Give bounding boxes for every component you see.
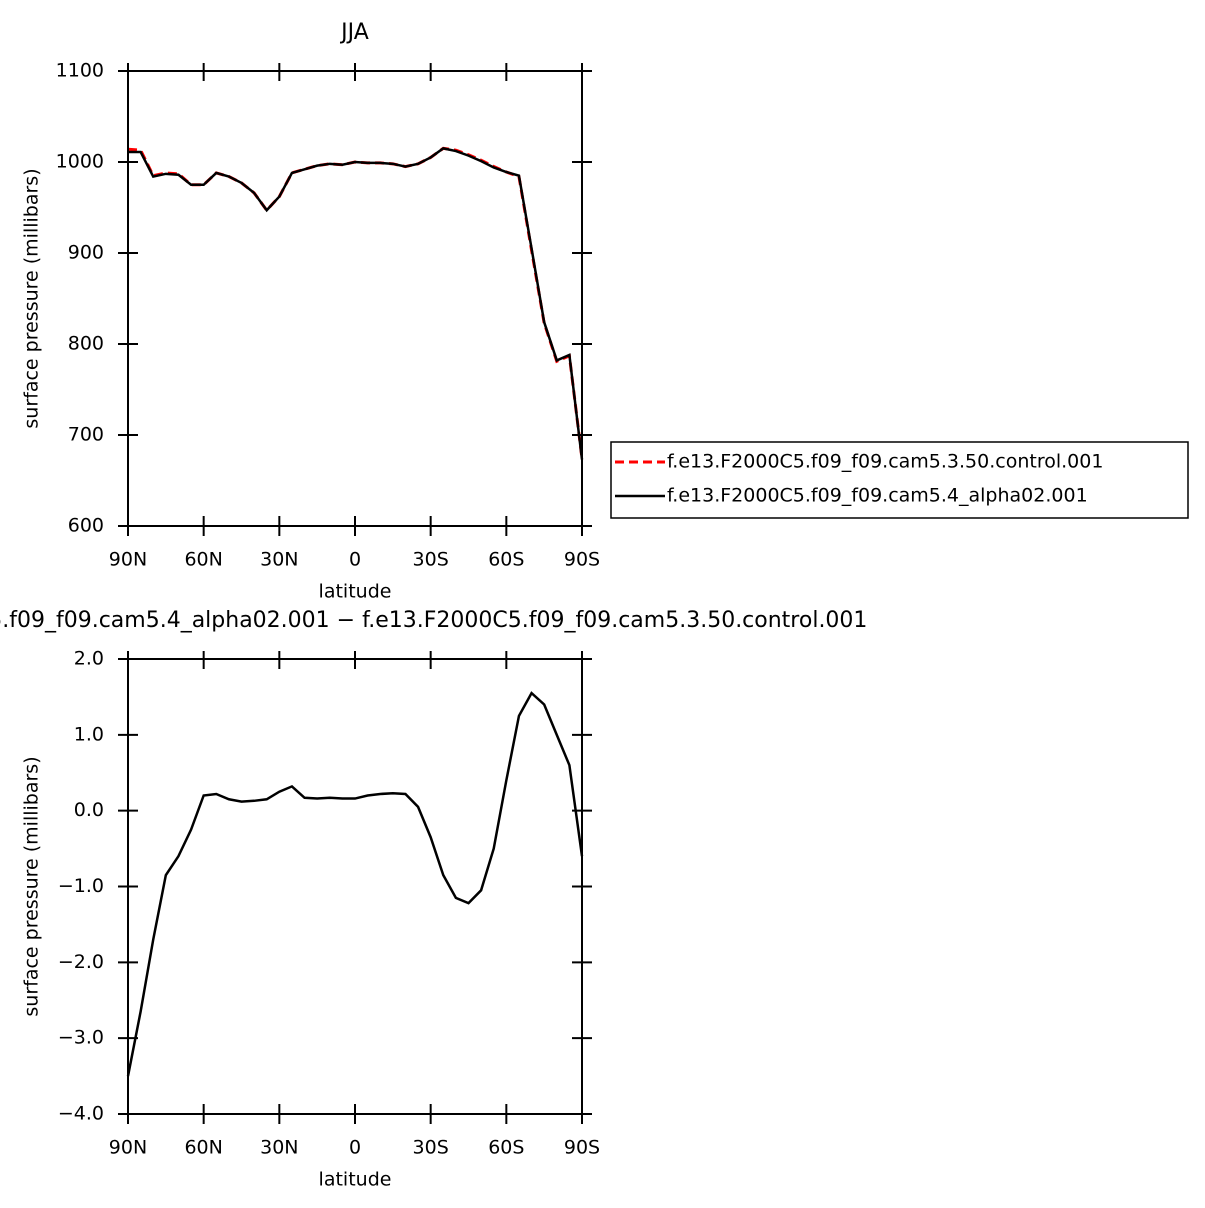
data-line <box>126 691 584 1077</box>
chart-title: JJA <box>339 20 369 45</box>
y-tick-label: −1.0 <box>58 875 104 897</box>
plot-frame <box>127 70 583 527</box>
y-axis-label: surface pressure (millibars) <box>21 168 43 428</box>
legend-label: f.e13.F2000C5.f09_f09.cam5.4_alpha02.001 <box>667 485 1088 507</box>
y-tick-label: 1100 <box>56 60 104 82</box>
y-tick-label: 2.0 <box>74 648 104 670</box>
x-tick-label: 30S <box>413 549 449 571</box>
y-tick-label: 700 <box>68 424 104 446</box>
x-tick-label: 90N <box>109 549 147 571</box>
x-axis-label: latitude <box>319 581 392 603</box>
x-tick-label: 60S <box>488 1137 524 1159</box>
y-tick-label: −4.0 <box>58 1103 104 1125</box>
legend-box <box>610 441 1189 519</box>
y-tick-label: 0.0 <box>74 799 104 821</box>
y-axis-label: surface pressure (millibars) <box>21 756 43 1016</box>
data-line <box>127 146 584 459</box>
x-tick-label: 90S <box>564 1137 600 1159</box>
x-axis-label: latitude <box>319 1169 392 1191</box>
y-tick-label: −2.0 <box>58 951 104 973</box>
y-tick-label: 900 <box>68 242 104 264</box>
x-tick-label: 30N <box>260 1137 298 1159</box>
x-tick-label: 60N <box>184 1137 222 1159</box>
y-tick-label: −3.0 <box>58 1027 104 1049</box>
x-tick-label: 30S <box>413 1137 449 1159</box>
legend-label: f.e13.F2000C5.f09_f09.cam5.3.50.control.… <box>667 451 1103 473</box>
x-tick-label: 60S <box>488 549 524 571</box>
x-tick-label: 30N <box>260 549 298 571</box>
plot-frame <box>127 658 583 1115</box>
x-tick-label: 90N <box>109 1137 147 1159</box>
chart-title: f.e13.F2000C5.f09_f09.cam5.4_alpha02.001… <box>0 608 867 633</box>
y-tick-label: 1.0 <box>74 723 104 745</box>
x-tick-label: 0 <box>349 549 361 571</box>
x-tick-label: 90S <box>564 549 600 571</box>
y-tick-label: 800 <box>68 333 104 355</box>
x-tick-label: 60N <box>184 549 222 571</box>
y-tick-label: 1000 <box>56 151 104 173</box>
y-tick-label: 600 <box>68 515 104 537</box>
data-line <box>128 147 584 460</box>
x-tick-label: 0 <box>349 1137 361 1159</box>
